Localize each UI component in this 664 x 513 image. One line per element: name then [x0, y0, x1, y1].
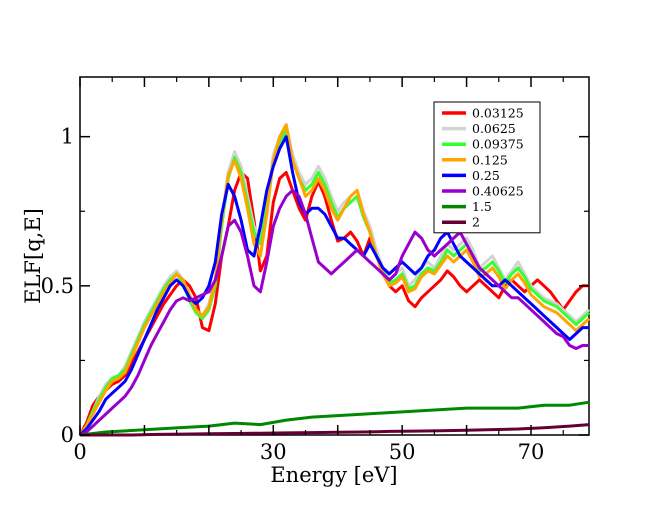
legend-box [433, 101, 541, 234]
legend-label-0: 0.03125 [472, 106, 524, 121]
x-tick-label: 30 [260, 440, 287, 464]
y-axis-label: ELF[q,E] [21, 208, 45, 304]
series-layer [78, 123, 591, 437]
y-tick-label: 0.5 [41, 274, 74, 298]
y-tick-label: 0 [61, 423, 74, 447]
legend-label-4: 0.25 [472, 168, 500, 183]
ticks-layer: 0 30 50 70 0 0.5 1 [41, 77, 589, 464]
x-tick-label: 70 [518, 440, 545, 464]
legend-label-1: 0.0625 [472, 121, 516, 136]
legend-label-6: 1.5 [472, 199, 492, 214]
legend-label-3: 0.125 [472, 152, 508, 167]
x-tick-label: 50 [389, 440, 416, 464]
x-axis-label: Energy [eV] [270, 463, 397, 487]
x-tick-label: 0 [73, 440, 86, 464]
series-line-4 [78, 135, 589, 437]
series-line-3 [78, 123, 591, 436]
series-line-6 [79, 400, 590, 437]
legend-label-2: 0.09375 [472, 137, 524, 152]
y-tick-label: 1 [61, 125, 74, 149]
legend-label-5: 0.40625 [472, 184, 524, 199]
legend-label-7: 2 [472, 215, 480, 230]
series-line-5 [79, 188, 589, 437]
